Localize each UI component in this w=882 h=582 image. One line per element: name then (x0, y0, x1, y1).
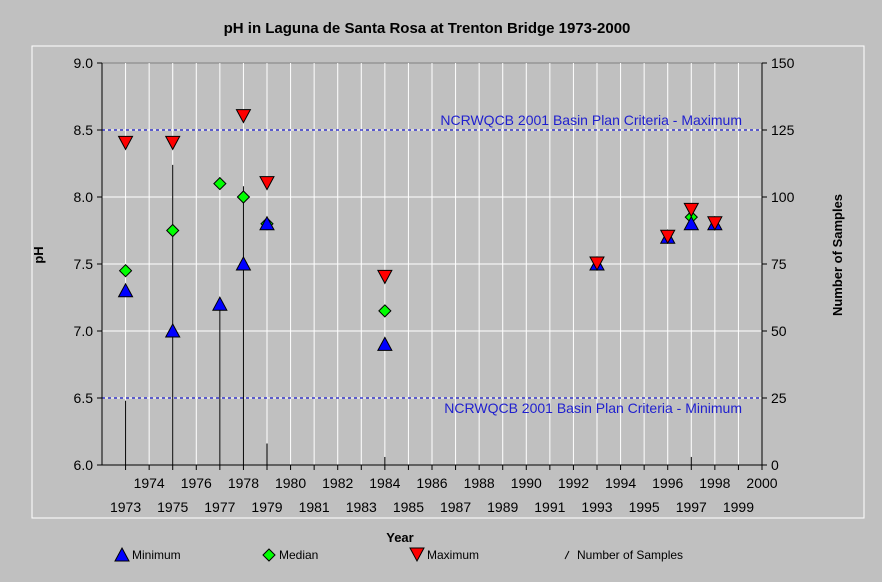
maximum-marker (235, 109, 252, 124)
median-marker (213, 176, 227, 191)
y2-tick-label: 25 (771, 390, 787, 406)
x-tick-label-upper: 1978 (228, 475, 259, 491)
x-tick-label-upper: 1990 (511, 475, 542, 491)
y2-tick-label: 100 (771, 189, 795, 205)
minimum-marker (117, 282, 134, 298)
x-tick-label-lower: 1989 (487, 499, 518, 515)
x-tick-label-lower: 1983 (346, 499, 377, 515)
y2-tick-label: 125 (771, 122, 795, 138)
x-tick-label-lower: 1991 (534, 499, 565, 515)
x-tick-label-lower: 1973 (110, 499, 141, 515)
axes: 6.0 6.5 7.0 7.5 8.0 8.5 9.0 0 25 50 75 100 125 150 197… (74, 55, 795, 515)
y-tick-label: 7.0 (74, 323, 94, 339)
y-tick-label: 9.0 (74, 55, 94, 71)
x-tick-label-lower: 1979 (251, 499, 282, 515)
median-marker (118, 263, 133, 278)
x-tick-label-lower: 1993 (581, 499, 612, 515)
x-tick-label-lower: 1997 (676, 499, 707, 515)
maximum-marker (683, 202, 700, 218)
median-marker (378, 304, 392, 318)
y2-tick-label: 0 (771, 457, 779, 473)
x-tick-label-upper: 1998 (699, 475, 730, 491)
reference-line-label: NCRWQCB 2001 Basin Plan Criteria - Minim… (444, 400, 742, 416)
x-tick-label-upper: 1992 (558, 475, 589, 491)
minimum-marker (212, 296, 228, 311)
y-axis-label: pH (31, 246, 46, 263)
y-tick-label: 6.5 (74, 390, 94, 406)
legend-label: Median (279, 548, 318, 562)
y2-axis-label: Number of Samples (830, 194, 845, 316)
median-marker (166, 223, 180, 238)
reference-lines: NCRWQCB 2001 Basin Plan Criteria - Maxim… (102, 112, 762, 416)
marker-series (117, 109, 723, 351)
y2-tick-label: 75 (771, 256, 787, 272)
minimum-marker (164, 322, 181, 338)
y-tick-label: 6.0 (74, 457, 94, 473)
x-tick-label-upper: 1980 (275, 475, 306, 491)
legend-label: Minimum (132, 548, 181, 562)
x-tick-label-upper: 1996 (652, 475, 683, 491)
maximum-marker (117, 135, 134, 151)
legend-maximum-symbol (409, 547, 425, 563)
x-tick-label-lower: 1999 (723, 499, 754, 515)
maximum-marker (259, 176, 275, 191)
median-marker (236, 190, 251, 204)
x-tick-label-lower: 1977 (204, 499, 235, 515)
x-tick-label-upper: 1986 (416, 475, 447, 491)
maximum-marker (164, 135, 181, 151)
minimum-marker (377, 336, 393, 351)
x-tick-label-lower: 1981 (299, 499, 330, 515)
samples-series (125, 164, 692, 465)
x-tick-label-lower: 1995 (629, 499, 660, 515)
reference-line-label: NCRWQCB 2001 Basin Plan Criteria - Maxim… (440, 112, 742, 128)
minimum-marker (235, 255, 252, 271)
y-tick-label: 8.5 (74, 122, 94, 138)
x-tick-label-upper: 1984 (369, 475, 400, 491)
x-tick-label-lower: 1987 (440, 499, 471, 515)
y-tick-label: 8.0 (74, 189, 94, 205)
legend-minimum-symbol (114, 546, 130, 562)
x-tick-label-upper: 2000 (746, 475, 777, 491)
chart-title: pH in Laguna de Santa Rosa at Trenton Br… (224, 20, 631, 37)
legend: Minimum Median Maximum Number of Samples (114, 546, 683, 563)
x-tick-label-lower: 1985 (393, 499, 424, 515)
x-tick-label-upper: 1974 (134, 475, 165, 491)
maximum-marker (707, 216, 723, 231)
x-tick-label-upper: 1976 (181, 475, 212, 491)
x-tick-label-upper: 1988 (464, 475, 495, 491)
maximum-marker (589, 256, 605, 272)
legend-samples-symbol (564, 550, 570, 560)
y2-tick-label: 150 (771, 55, 795, 71)
minimum-marker (683, 215, 700, 231)
x-axis-label: Year (386, 530, 413, 545)
maximum-marker (659, 229, 676, 245)
x-tick-label-lower: 1975 (157, 499, 188, 515)
y-tick-label: 7.5 (74, 256, 94, 272)
y2-tick-label: 50 (771, 323, 787, 339)
maximum-marker (377, 269, 393, 285)
legend-label: Number of Samples (577, 548, 683, 562)
minimum-marker (259, 215, 275, 231)
x-tick-label-upper: 1982 (322, 475, 353, 491)
x-tick-label-upper: 1994 (605, 475, 636, 491)
legend-label: Maximum (427, 548, 479, 562)
legend-median-symbol (262, 548, 276, 562)
